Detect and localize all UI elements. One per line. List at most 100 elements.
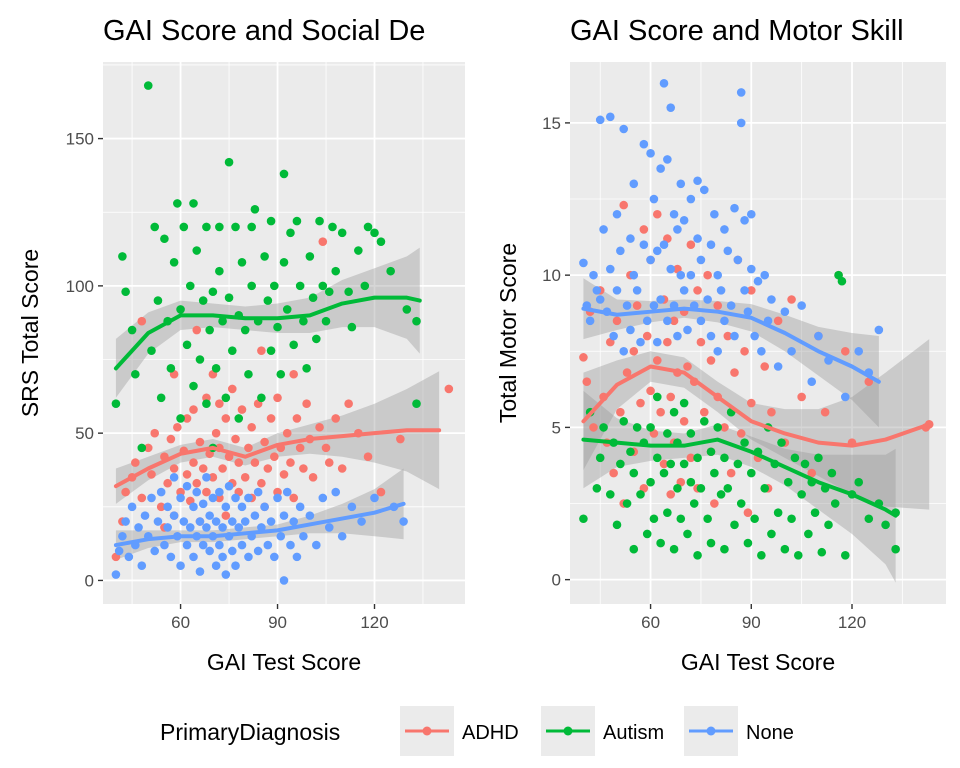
point-none bbox=[182, 540, 192, 550]
point-adhd bbox=[321, 443, 331, 453]
smooth-line-adhd bbox=[113, 428, 442, 489]
point-autism bbox=[733, 459, 743, 469]
point-autism bbox=[699, 417, 709, 426]
point-none bbox=[124, 552, 134, 562]
point-autism bbox=[663, 508, 672, 517]
point-none bbox=[840, 392, 850, 402]
point-autism bbox=[689, 499, 699, 508]
point-none bbox=[720, 316, 729, 326]
point-autism bbox=[595, 453, 605, 463]
y-tick-label: 10 bbox=[542, 266, 561, 285]
point-none bbox=[195, 517, 205, 526]
point-none bbox=[289, 517, 298, 526]
legend-label-none: None bbox=[746, 722, 794, 744]
point-autism bbox=[270, 281, 279, 291]
point-none bbox=[270, 552, 279, 562]
point-none bbox=[211, 561, 221, 571]
point-none bbox=[312, 540, 321, 550]
point-autism bbox=[282, 305, 292, 314]
point-autism bbox=[169, 258, 179, 267]
point-autism bbox=[279, 169, 289, 179]
point-none bbox=[198, 540, 208, 550]
point-adhd bbox=[182, 414, 192, 423]
point-none bbox=[743, 307, 753, 316]
point-adhd bbox=[612, 316, 622, 326]
point-autism bbox=[121, 287, 130, 297]
point-adhd bbox=[218, 464, 227, 473]
point-autism bbox=[663, 429, 672, 438]
point-none bbox=[357, 517, 366, 526]
point-autism bbox=[686, 477, 696, 487]
point-none bbox=[150, 546, 160, 556]
legend-dot-autism bbox=[563, 726, 573, 736]
point-adhd bbox=[263, 464, 273, 473]
point-none bbox=[185, 523, 195, 532]
point-autism bbox=[347, 322, 357, 332]
point-autism bbox=[659, 468, 669, 478]
point-none bbox=[723, 246, 733, 256]
point-none bbox=[227, 546, 237, 556]
point-adhd bbox=[221, 414, 231, 423]
left-x-axis-label: GAI Test Score bbox=[207, 649, 361, 675]
point-autism bbox=[118, 252, 127, 261]
point-adhd bbox=[864, 377, 874, 387]
point-autism bbox=[237, 258, 247, 267]
point-autism bbox=[202, 222, 211, 232]
y-tick-label: 100 bbox=[66, 277, 94, 296]
point-autism bbox=[244, 369, 253, 379]
point-autism bbox=[760, 483, 770, 493]
smooth-line-none bbox=[113, 501, 406, 548]
point-adhd bbox=[743, 508, 753, 517]
point-adhd bbox=[696, 337, 706, 347]
point-autism bbox=[679, 398, 689, 408]
point-adhd bbox=[444, 384, 454, 394]
point-adhd bbox=[257, 478, 266, 488]
point-none bbox=[156, 487, 166, 497]
point-none bbox=[716, 286, 726, 295]
point-autism bbox=[137, 443, 147, 453]
point-none bbox=[595, 295, 605, 304]
point-adhd bbox=[710, 499, 719, 508]
point-adhd bbox=[208, 473, 218, 482]
point-autism bbox=[797, 490, 806, 499]
point-autism bbox=[592, 483, 602, 493]
point-autism bbox=[331, 266, 341, 276]
point-autism bbox=[276, 369, 286, 379]
point-none bbox=[814, 331, 823, 341]
point-autism bbox=[250, 204, 260, 214]
point-adhd bbox=[639, 225, 649, 234]
point-none bbox=[713, 270, 723, 280]
point-autism bbox=[679, 459, 689, 469]
point-autism bbox=[308, 293, 318, 302]
point-adhd bbox=[619, 200, 629, 210]
point-adhd bbox=[396, 434, 405, 444]
point-none bbox=[706, 240, 716, 249]
point-autism bbox=[730, 520, 739, 530]
point-autism bbox=[840, 550, 850, 560]
point-autism bbox=[189, 199, 198, 208]
point-adhd bbox=[344, 399, 353, 408]
point-autism bbox=[629, 468, 639, 478]
point-adhd bbox=[211, 428, 221, 438]
point-autism bbox=[231, 222, 240, 232]
smooth-line-none bbox=[581, 306, 881, 384]
point-autism bbox=[646, 423, 655, 432]
point-none bbox=[224, 481, 234, 491]
point-none bbox=[592, 286, 602, 295]
point-adhd bbox=[629, 346, 639, 356]
point-none bbox=[787, 346, 796, 356]
point-autism bbox=[263, 296, 273, 305]
point-none bbox=[733, 255, 743, 265]
point-autism bbox=[622, 499, 632, 508]
point-none bbox=[605, 112, 615, 122]
point-none bbox=[686, 194, 696, 204]
point-autism bbox=[629, 544, 639, 554]
y-tick-label: 0 bbox=[552, 571, 561, 590]
point-none bbox=[218, 523, 227, 532]
point-autism bbox=[810, 508, 820, 517]
point-none bbox=[612, 209, 622, 219]
right-panel: GAI Score and Motor Skill 60 90 120051015 … bbox=[495, 15, 946, 675]
point-none bbox=[730, 331, 739, 341]
point-autism bbox=[166, 364, 176, 373]
point-adhd bbox=[686, 453, 696, 463]
